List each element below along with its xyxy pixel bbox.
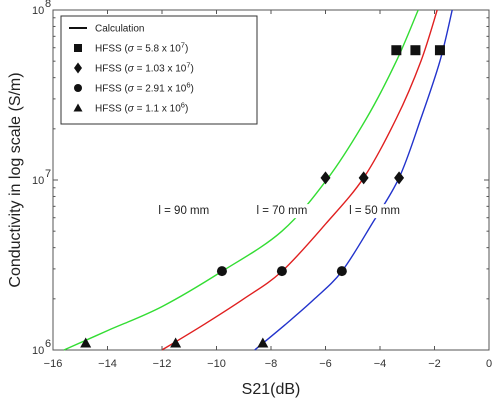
legend-label-sigma: σ — [128, 44, 135, 55]
curve-annotation-label: l = 90 mm — [158, 205, 209, 217]
curve-annotation-label: l = 50 mm — [349, 205, 400, 217]
hfss-point-triangle — [257, 337, 269, 348]
hfss-point-diamond — [320, 171, 331, 185]
legend-label-exp: 6 — [181, 101, 185, 110]
hfss-point-square — [434, 45, 445, 56]
legend-label-exp: 6 — [186, 81, 190, 90]
legend-label: Calculation — [95, 24, 144, 35]
legend-label-sigma: σ — [128, 64, 135, 75]
curve-annotation-label: l = 70 mm — [256, 205, 307, 217]
legend-label: HFSS (σ = 2.91 x 106) — [95, 81, 194, 95]
legend-label-prefix: HFSS ( — [95, 104, 128, 115]
legend-label-suffix: ) — [191, 64, 194, 75]
curve-annotations: l = 90 mm l = 70 mm l = 50 mm — [156, 204, 402, 219]
legend-symbol-diamond — [74, 62, 82, 74]
legend-symbol-circle — [74, 84, 82, 92]
legend-label-suffix: ) — [185, 104, 188, 115]
legend-label-mid: = 1.03 x 10 — [134, 64, 187, 75]
x-tick-label: −6 — [319, 358, 332, 370]
legend-label-suffix: ) — [185, 44, 188, 55]
annotation-background — [254, 204, 310, 219]
legend-label: HFSS (σ = 5.8 x 107) — [95, 41, 188, 55]
x-tick-label: −14 — [98, 358, 117, 370]
legend-label-suffix: ) — [191, 84, 194, 95]
legend-label-prefix: HFSS ( — [95, 64, 128, 75]
y-tick-label-exp: 8 — [45, 0, 51, 10]
legend-symbol-triangle — [73, 103, 83, 112]
hfss-point-diamond — [394, 171, 405, 185]
hfss-point-square — [391, 45, 402, 56]
x-tick-label: −16 — [44, 358, 63, 370]
x-axis-title: S21(dB) — [242, 381, 301, 398]
y-tick-label-exp: 7 — [45, 168, 51, 180]
annotation-background — [347, 204, 402, 219]
y-axis-title: Conductivity in log scale (S/m) — [7, 72, 24, 287]
y-tick-label-base: 10 — [32, 345, 44, 357]
x-tick-label: −12 — [153, 358, 172, 370]
legend-label: HFSS (σ = 1.1 x 106) — [95, 101, 188, 115]
legend-label-mid: = 1.1 x 10 — [134, 104, 181, 115]
hfss-point-circle — [336, 266, 347, 277]
legend-symbol-square — [74, 44, 82, 52]
x-tick-label: −4 — [374, 358, 387, 370]
hfss-point-square — [410, 45, 421, 56]
hfss-point-triangle — [170, 337, 182, 348]
hfss-point-triangle — [80, 337, 92, 348]
x-tick-label: 0 — [486, 358, 492, 370]
x-axis-ticks: −16 −14 −12 −10 −8 −6 −4 −2 0 — [44, 10, 492, 370]
legend-label-prefix: HFSS ( — [95, 84, 128, 95]
hfss-point-diamond — [358, 171, 369, 185]
legend-label-prefix: HFSS ( — [95, 44, 128, 55]
annotation-background — [156, 204, 212, 219]
series-line-3 — [254, 9, 453, 351]
x-tick-label: −8 — [265, 358, 278, 370]
y-tick-label-base: 10 — [32, 175, 44, 187]
legend-label-sigma: σ — [128, 84, 135, 95]
y-tick-label-exp: 6 — [45, 338, 51, 350]
hfss-point-circle — [216, 266, 227, 277]
legend-label-exp: 7 — [181, 41, 185, 50]
series-line-1 — [63, 9, 419, 351]
series-line-2 — [161, 9, 438, 351]
legend-label-sigma: σ — [128, 104, 135, 115]
legend-box — [60, 15, 258, 125]
legend-label-mid: = 5.8 x 10 — [134, 44, 181, 55]
hfss-point-circle — [276, 266, 287, 277]
calculation-curves — [63, 9, 453, 351]
legend-label: HFSS (σ = 1.03 x 107) — [95, 61, 194, 75]
hfss-points — [80, 45, 445, 348]
y-tick-label-base: 10 — [32, 5, 44, 17]
legend-label-mid: = 2.91 x 10 — [134, 84, 187, 95]
legend-label-exp: 7 — [186, 61, 190, 70]
x-tick-label: −10 — [207, 358, 226, 370]
x-tick-label: −2 — [428, 358, 441, 370]
